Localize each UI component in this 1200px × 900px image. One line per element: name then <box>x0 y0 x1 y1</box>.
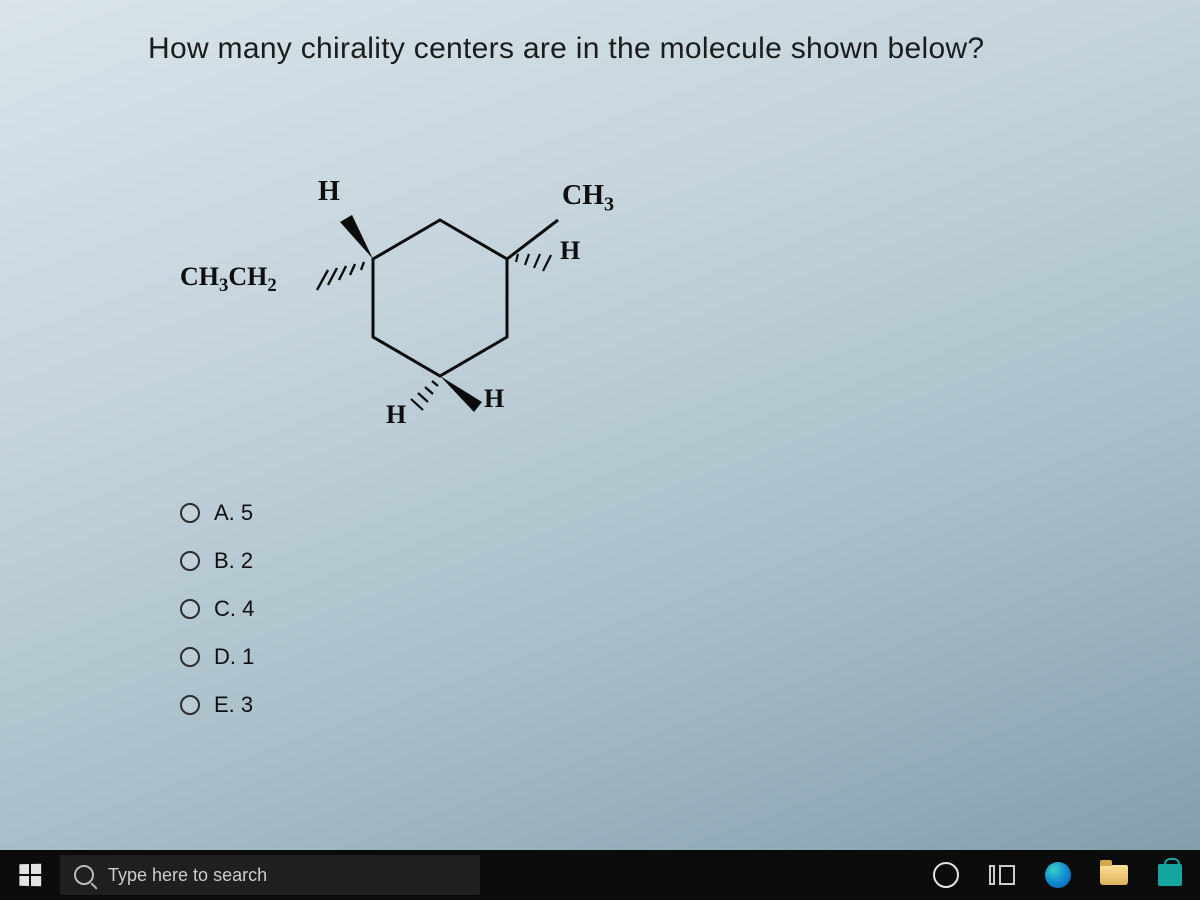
text-h: H <box>386 400 406 429</box>
label-ch3-top-right: CH3 <box>562 180 614 217</box>
label-h-bottom-left: H <box>386 400 406 430</box>
answer-option-d[interactable]: D. 1 <box>180 644 254 670</box>
answer-option-a[interactable]: A. 5 <box>180 500 254 526</box>
radio-icon <box>180 599 200 619</box>
cortana-icon <box>933 862 959 888</box>
start-button[interactable] <box>0 850 60 900</box>
search-icon <box>74 865 94 885</box>
answer-label: E. 3 <box>214 692 253 718</box>
bond-c2-ch3 <box>507 220 558 259</box>
hash-bond-c4-h <box>411 381 438 410</box>
hash-bond-c1-ethyl <box>317 262 364 290</box>
radio-icon <box>180 647 200 667</box>
text-2: 2 <box>267 275 276 296</box>
question-text: How many chirality centers are in the mo… <box>148 32 984 66</box>
answer-label: C. 4 <box>214 596 254 622</box>
search-placeholder: Type here to search <box>108 865 267 886</box>
windows-taskbar: Type here to search <box>0 850 1200 900</box>
answer-options: A. 5 B. 2 C. 4 D. 1 E. 3 <box>180 500 254 740</box>
text-ch: CH <box>562 180 604 211</box>
wedge-bond-c1-h <box>340 215 373 259</box>
text-3: 3 <box>219 275 228 296</box>
edge-browser-button[interactable] <box>1034 850 1082 900</box>
label-h-top-left: H <box>318 176 340 208</box>
file-explorer-button[interactable] <box>1090 850 1138 900</box>
answer-label: B. 2 <box>214 548 253 574</box>
task-view-icon <box>989 865 1015 885</box>
label-ethyl-left: CH3CH2 <box>180 262 277 297</box>
text-h: H <box>318 176 340 207</box>
text-ch: CH <box>180 262 219 291</box>
wedge-bond-c4-h <box>440 376 482 412</box>
radio-icon <box>180 551 200 571</box>
windows-logo-icon <box>19 864 41 887</box>
molecule-diagram: H CH3 H CH3CH2 H H <box>180 150 700 430</box>
quiz-screen: How many chirality centers are in the mo… <box>0 0 1200 900</box>
label-h-bottom-right: H <box>484 384 504 414</box>
answer-option-c[interactable]: C. 4 <box>180 596 254 622</box>
label-h-right: H <box>560 236 580 266</box>
cyclohexane-ring <box>373 220 507 376</box>
text-3: 3 <box>604 194 614 216</box>
text-h: H <box>484 384 504 413</box>
answer-label: D. 1 <box>214 644 254 670</box>
hash-bond-c2-h <box>516 254 551 271</box>
taskbar-search[interactable]: Type here to search <box>60 855 480 895</box>
answer-label: A. 5 <box>214 500 253 526</box>
radio-icon <box>180 695 200 715</box>
answer-option-b[interactable]: B. 2 <box>180 548 254 574</box>
text-ch2: CH <box>228 262 267 291</box>
microsoft-store-button[interactable] <box>1146 850 1194 900</box>
radio-icon <box>180 503 200 523</box>
text-h: H <box>560 236 580 265</box>
store-icon <box>1158 864 1182 886</box>
answer-option-e[interactable]: E. 3 <box>180 692 254 718</box>
task-view-button[interactable] <box>978 850 1026 900</box>
taskbar-pinned-apps <box>922 850 1200 900</box>
edge-icon <box>1045 862 1071 888</box>
cortana-button[interactable] <box>922 850 970 900</box>
folder-icon <box>1100 865 1128 885</box>
